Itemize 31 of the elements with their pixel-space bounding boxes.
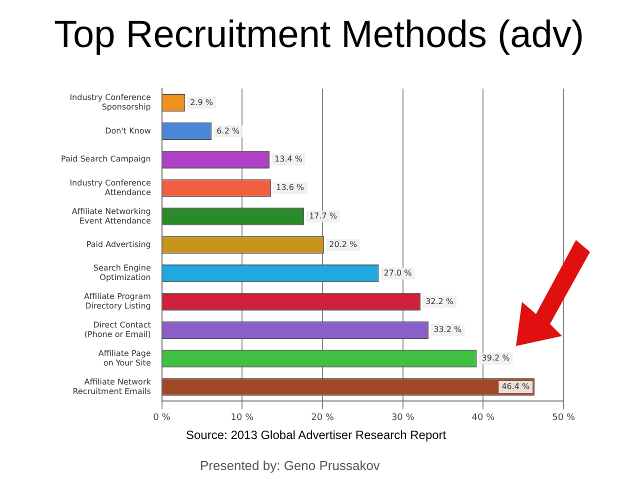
- y-tick-label: Don't Know: [105, 126, 152, 136]
- source-note: Source: 2013 Global Advertiser Research Report: [186, 428, 446, 442]
- x-tick-label: 10 %: [230, 412, 254, 423]
- y-tick-label: Direct Contact (Phone or Email): [84, 320, 151, 340]
- x-tick-label: 0 %: [153, 412, 171, 423]
- x-tick-label: 50 %: [552, 412, 576, 423]
- y-tick-label: Paid Advertising: [86, 240, 151, 249]
- y-tick-label: Affiliate Network Recruitment Emails: [72, 377, 152, 396]
- data-label: 39.2 %: [482, 354, 510, 363]
- x-tick-label: 30 %: [391, 412, 415, 423]
- y-tick-label: Industry Conference Attendance: [70, 178, 151, 197]
- y-tick-label: Affiliate Page on Your Site: [98, 348, 151, 368]
- data-label: 13.6 %: [276, 183, 304, 192]
- data-label: 33.2 %: [434, 325, 462, 334]
- data-label: 20.2 %: [329, 240, 358, 249]
- data-label: 27.0 %: [384, 268, 412, 278]
- y-tick-label: Affiliate Networking Event Attendance: [72, 206, 151, 226]
- data-label: 6.2 %: [216, 126, 240, 136]
- data-label: 2.9 %: [190, 98, 214, 107]
- y-tick-label: Paid Search Campaign: [60, 154, 151, 164]
- y-tick-label: Industry Conference Sponsorship: [70, 93, 151, 112]
- data-label: 32.2 %: [426, 296, 454, 306]
- text: Presented by: Geno Prussakov: [200, 458, 380, 473]
- y-tick-label: Affiliate Program Directory Listing: [84, 292, 152, 311]
- data-label: 17.7 %: [309, 212, 338, 221]
- y-tick-label: Search Engine Optimization: [93, 264, 151, 282]
- x-tick-label: 40 %: [472, 412, 496, 423]
- chart-title: Top Recruitment Methods (adv): [52, 14, 586, 57]
- data-label: 13.4 %: [274, 154, 303, 164]
- x-tick-label: 20 %: [311, 412, 334, 423]
- data-label: 46.4 %: [502, 382, 530, 392]
